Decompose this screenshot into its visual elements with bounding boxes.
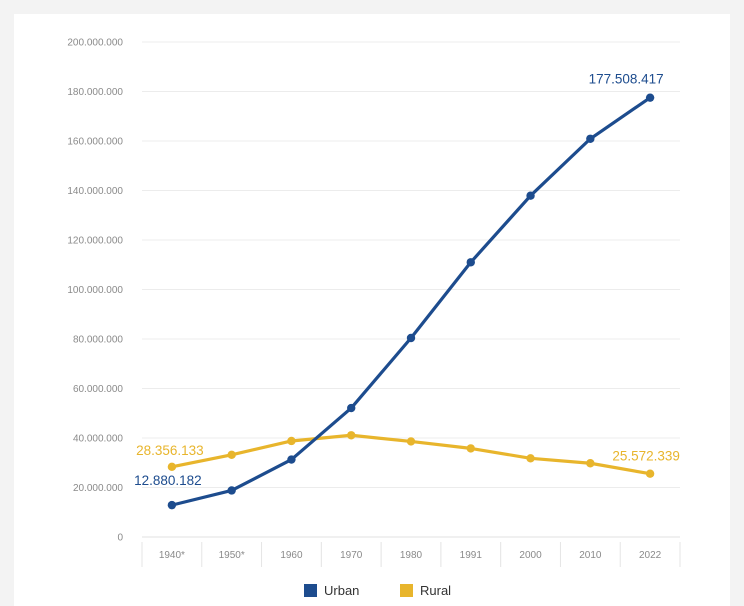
x-tick-label: 2000: [519, 550, 542, 561]
x-tick-label: 2022: [639, 550, 662, 561]
y-tick-label: 40.000.000: [73, 434, 123, 445]
rural-data-label: 28.356.133: [136, 443, 204, 458]
x-tick-label: 1940*: [159, 550, 185, 561]
y-tick-label: 0: [117, 533, 123, 544]
urban-data-point: [466, 258, 475, 267]
x-tick-label: 2010: [579, 550, 602, 561]
plot-panel: [14, 14, 730, 606]
urban-data-point: [287, 455, 296, 464]
series-lines: [167, 93, 655, 510]
urban-legend-swatch: [304, 584, 317, 597]
rural-data-point: [526, 454, 535, 463]
urban-data-point: [645, 93, 655, 102]
urban-data-point: [586, 134, 595, 143]
y-tick-label: 20.000.000: [73, 483, 123, 494]
urban-data-point: [227, 486, 236, 495]
urban-data-point: [406, 333, 416, 343]
data-labels: 12.880.182 177.508.417 28.356.133 25.572.33…: [134, 72, 680, 488]
rural-data-point: [466, 444, 475, 453]
urban-data-label: 12.880.182: [134, 473, 202, 488]
urban-data-point: [347, 403, 356, 413]
rural-data-point: [287, 436, 296, 446]
y-tick-label: 120.000.000: [67, 236, 123, 247]
rural-data-point: [167, 462, 177, 472]
y-axis: 0 20.000.000 40.000.000 60.000.000 80.000.00…: [67, 38, 123, 544]
y-tick-label: 140.000.000: [67, 186, 123, 197]
x-tick-label: 1980: [400, 550, 423, 561]
urban-data-label: 177.508.417: [589, 72, 664, 87]
y-tick-label: 80.000.000: [73, 335, 123, 346]
x-tick-label: 1991: [460, 550, 483, 561]
urban-data-point: [167, 500, 177, 510]
rural-legend-swatch: [400, 584, 413, 597]
y-tick-label: 180.000.000: [67, 87, 123, 98]
y-tick-label: 60.000.000: [73, 384, 123, 395]
legend: Urban Rural: [304, 583, 451, 598]
rural-data-point: [586, 459, 595, 468]
y-tick-label: 200.000.000: [67, 38, 123, 49]
rural-legend-label: Rural: [420, 583, 451, 598]
y-tick-label: 160.000.000: [67, 137, 123, 148]
urban-legend-label: Urban: [324, 583, 359, 598]
x-tick-label: 1960: [280, 550, 303, 561]
rural-data-point: [347, 431, 356, 440]
y-tick-label: 100.000.000: [67, 285, 123, 296]
rural-data-point: [227, 450, 236, 460]
x-tick-label: 1970: [340, 550, 363, 561]
rural-data-point: [645, 469, 655, 478]
rural-data-label: 25.572.339: [612, 449, 680, 464]
x-tick-label: 1950*: [219, 550, 245, 561]
rural-data-point: [406, 437, 416, 446]
x-axis: 1940* 1950* 1960 1970 1980 1991 2000 2010 2022: [141, 536, 681, 567]
urban-data-point: [526, 191, 535, 200]
